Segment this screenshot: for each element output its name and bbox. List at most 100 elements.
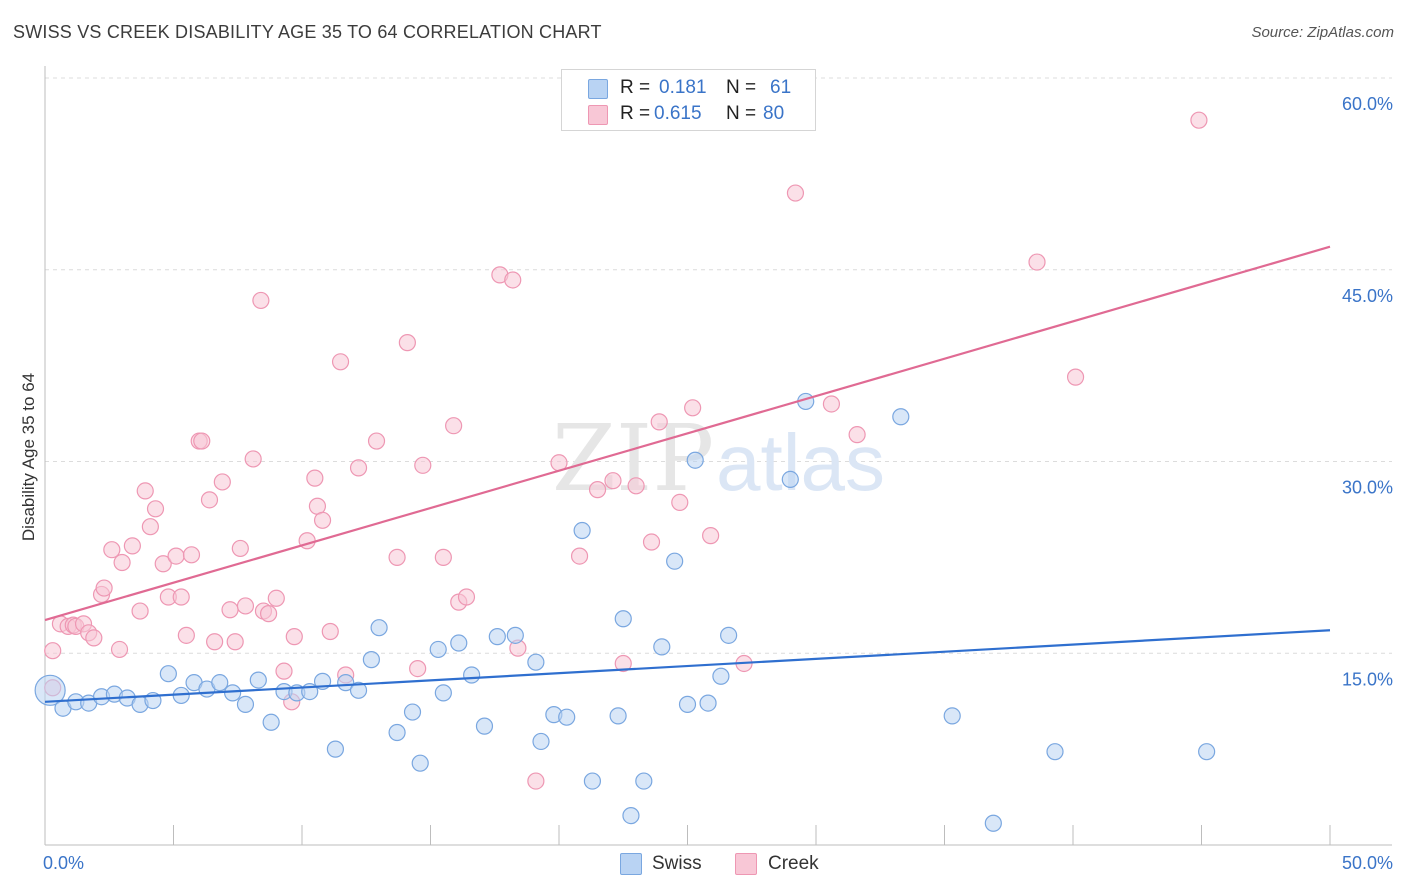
point-swiss	[653, 638, 671, 656]
point-swiss	[583, 772, 602, 790]
point-creek	[182, 546, 201, 564]
trend-line-swiss	[44, 629, 1331, 703]
point-swiss	[506, 626, 524, 644]
point-creek	[321, 622, 339, 641]
point-creek	[588, 481, 607, 499]
point-swiss	[249, 671, 267, 689]
legend-swatch-swiss	[588, 79, 608, 99]
x-tick-label: 50.0%	[1342, 853, 1393, 873]
point-swiss	[450, 634, 468, 652]
point-creek	[604, 472, 622, 490]
point-creek	[177, 626, 195, 644]
point-swiss	[614, 610, 632, 628]
point-creek	[349, 459, 368, 477]
point-swiss	[370, 619, 388, 637]
legend-r-label: R =	[620, 103, 651, 124]
point-swiss	[224, 684, 242, 702]
y-tick-label: 30.0%	[1342, 478, 1393, 498]
point-swiss	[463, 666, 481, 684]
legend-swatch-creek	[588, 105, 608, 125]
point-creek	[313, 511, 332, 529]
source-label: Source: ZipAtlas.com	[1251, 24, 1394, 41]
point-creek	[221, 601, 239, 619]
legend-r-value: 0.181	[659, 77, 707, 98]
point-creek	[244, 450, 262, 468]
bottom-legend-swatch-creek	[735, 853, 757, 875]
point-swiss	[211, 674, 229, 692]
point-creek	[110, 640, 129, 659]
point-swiss	[984, 814, 1002, 832]
point-creek	[226, 633, 244, 651]
point-creek	[136, 482, 154, 500]
point-swiss	[532, 732, 550, 751]
point-creek	[434, 548, 452, 566]
point-swiss	[326, 740, 345, 758]
point-swiss	[34, 674, 66, 706]
point-creek	[146, 500, 165, 518]
point-creek	[236, 597, 255, 615]
point-creek	[167, 547, 185, 565]
point-swiss	[699, 694, 717, 712]
grid-lines	[45, 77, 1392, 654]
point-swiss	[388, 723, 406, 742]
point-swiss	[262, 713, 280, 731]
y-tick-label: 45.0%	[1342, 286, 1393, 306]
chart-title: SWISS VS CREEK DISABILITY AGE 35 TO 64 C…	[13, 22, 602, 42]
point-creek	[123, 537, 141, 555]
y-axis-label: Disability Age 35 to 64	[19, 373, 38, 541]
point-creek	[44, 642, 62, 660]
point-creek	[213, 473, 231, 491]
bottom-legend-label-swiss: Swiss	[652, 853, 702, 874]
point-creek	[200, 491, 219, 509]
point-creek	[206, 633, 224, 651]
trend-lines	[44, 245, 1331, 703]
point-creek	[231, 539, 249, 558]
point-creek	[414, 456, 432, 474]
axes	[44, 66, 1392, 846]
point-creek	[504, 271, 522, 289]
point-swiss	[635, 772, 653, 790]
trend-line-creek	[44, 245, 1331, 622]
point-swiss	[411, 754, 429, 772]
point-swiss	[488, 628, 506, 646]
point-swiss	[943, 707, 961, 725]
point-swiss	[686, 451, 704, 469]
point-swiss	[475, 717, 494, 735]
legend-n-value: 61	[770, 77, 792, 98]
point-creek	[154, 555, 172, 573]
point-creek	[113, 553, 131, 572]
point-creek	[671, 493, 689, 512]
point-creek	[388, 548, 406, 566]
point-creek	[252, 291, 270, 310]
point-creek	[141, 518, 159, 536]
point-creek	[172, 588, 190, 606]
legend-r-label: R =	[620, 77, 651, 98]
point-creek	[445, 417, 463, 435]
point-creek	[848, 426, 866, 444]
bottom-legend-swatch-swiss	[620, 853, 642, 875]
point-creek	[103, 541, 121, 559]
point-swiss	[609, 707, 627, 725]
point-creek	[642, 533, 661, 551]
point-creek	[331, 353, 350, 371]
point-creek	[367, 432, 386, 450]
point-swiss	[622, 806, 640, 825]
point-creek	[786, 184, 805, 202]
tick-labels: 15.0% 30.0% 45.0% 60.0% 0.0% 50.0%	[43, 94, 1393, 873]
point-creek	[306, 469, 324, 487]
point-creek	[570, 547, 589, 565]
legend-r-value: 0.615	[654, 103, 702, 124]
point-creek	[95, 579, 113, 597]
point-swiss	[720, 626, 738, 644]
point-swiss	[429, 640, 447, 659]
point-creek	[275, 662, 293, 680]
bottom-legend-label-creek: Creek	[768, 853, 819, 874]
point-creek	[702, 527, 720, 545]
point-creek	[259, 605, 278, 623]
point-swiss	[1046, 743, 1064, 761]
point-swiss	[1198, 743, 1216, 761]
point-creek	[285, 628, 303, 646]
point-swiss	[558, 708, 576, 726]
point-creek	[684, 399, 702, 417]
